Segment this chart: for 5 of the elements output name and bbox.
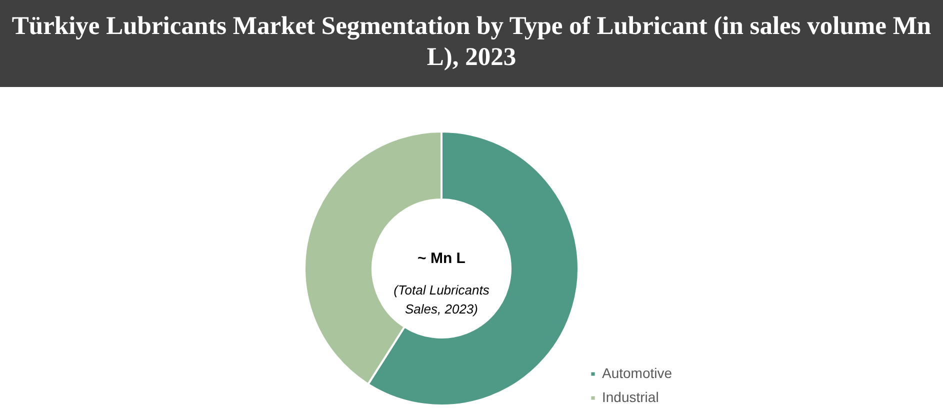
text: (Total Lubricants Sales, 2023) xyxy=(394,282,490,316)
legend-label: Industrial xyxy=(602,389,659,405)
text: ~ Mn L xyxy=(418,250,466,267)
legend-label: Automotive xyxy=(602,365,672,381)
chart-title: Türkiye Lubricants Market Segmentation by Type of Lubricant (in sales volume Mn L), 2023 xyxy=(10,10,932,72)
